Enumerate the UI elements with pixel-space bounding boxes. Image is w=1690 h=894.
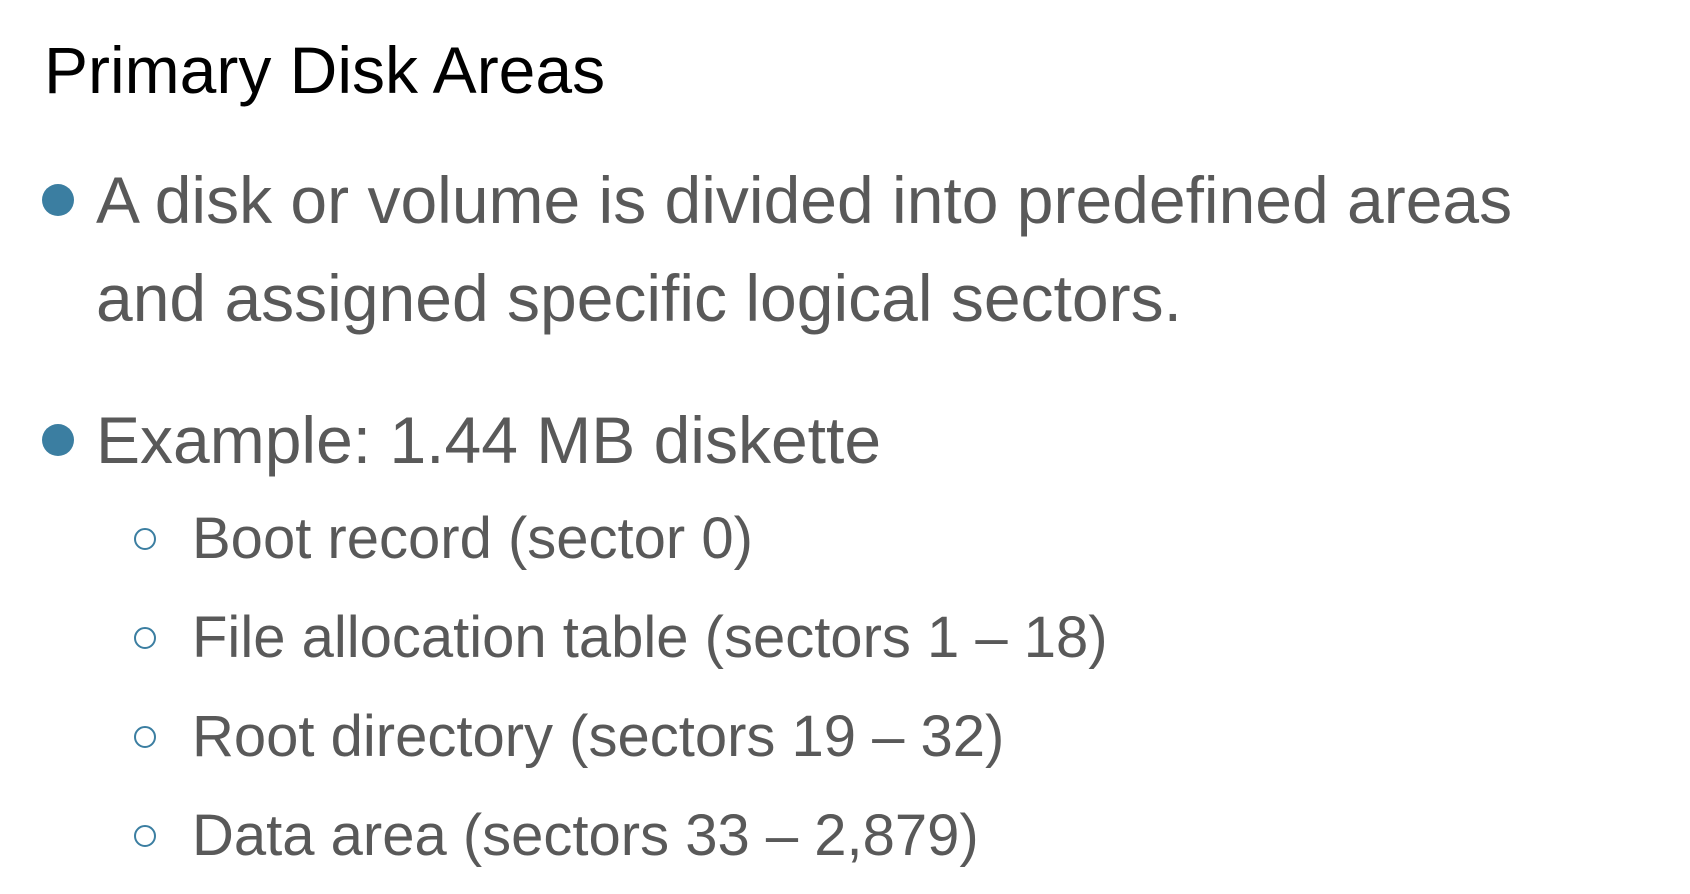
- sub-bullet-ring-icon: [134, 627, 156, 649]
- bullet-item-1: [42, 184, 74, 216]
- bullet-2-line-1: Example: 1.44 MB diskette: [96, 403, 882, 477]
- bullet-dot-icon: [42, 184, 74, 216]
- sub-bullet-ring-icon: [134, 726, 156, 748]
- sub-bullet-ring-icon: [134, 528, 156, 550]
- slide-title: Primary Disk Areas: [44, 33, 606, 107]
- sub-bullet-text: Root directory (sectors 19 – 32): [192, 704, 1005, 769]
- sub-bullet-ring-icon: [134, 825, 156, 847]
- bullet-item-2: [42, 424, 74, 456]
- bullet-1-line-1: A disk or volume is divided into predefi…: [96, 163, 1513, 237]
- bullet-1-line-2: and assigned specific logical sectors.: [96, 261, 1182, 335]
- sub-bullet-text: File allocation table (sectors 1 – 18): [192, 605, 1108, 670]
- bullet-dot-icon: [42, 424, 74, 456]
- sub-bullet-text: Data area (sectors 33 – 2,879): [192, 803, 979, 868]
- sub-bullet-text: Boot record (sector 0): [192, 506, 753, 571]
